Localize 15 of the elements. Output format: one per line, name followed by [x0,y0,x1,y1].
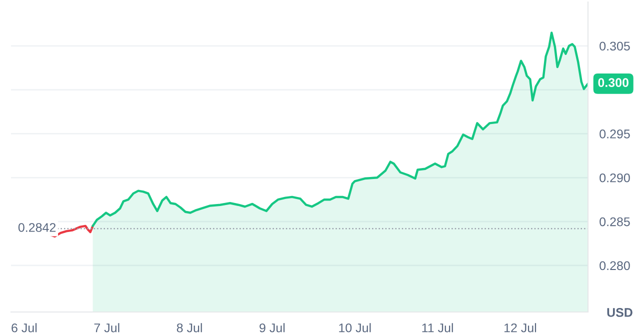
annotation: 0.300 [598,78,628,88]
x-tick-label: 6 Jul [12,323,37,332]
y-tick-label: 0.305 [600,42,630,51]
x-tick-label: 12 Jul [504,323,536,332]
x-tick-label: 7 Jul [94,323,120,332]
x-tick-label: 11 Jul [422,323,453,332]
x-tick-label: 10 Jul [339,323,371,332]
x-tick-label: 9 Jul [260,323,285,332]
y-tick-label: 0.295 [600,130,630,138]
y-tick-label: 0.290 [600,173,630,182]
x-tick-label: 8 Jul [176,323,202,332]
y-axis-title: USD [607,308,632,317]
ref-line-label: 0.2842 [18,223,56,232]
y-tick-label: 0.285 [600,217,630,226]
y-tick-label: 0.280 [600,261,630,270]
